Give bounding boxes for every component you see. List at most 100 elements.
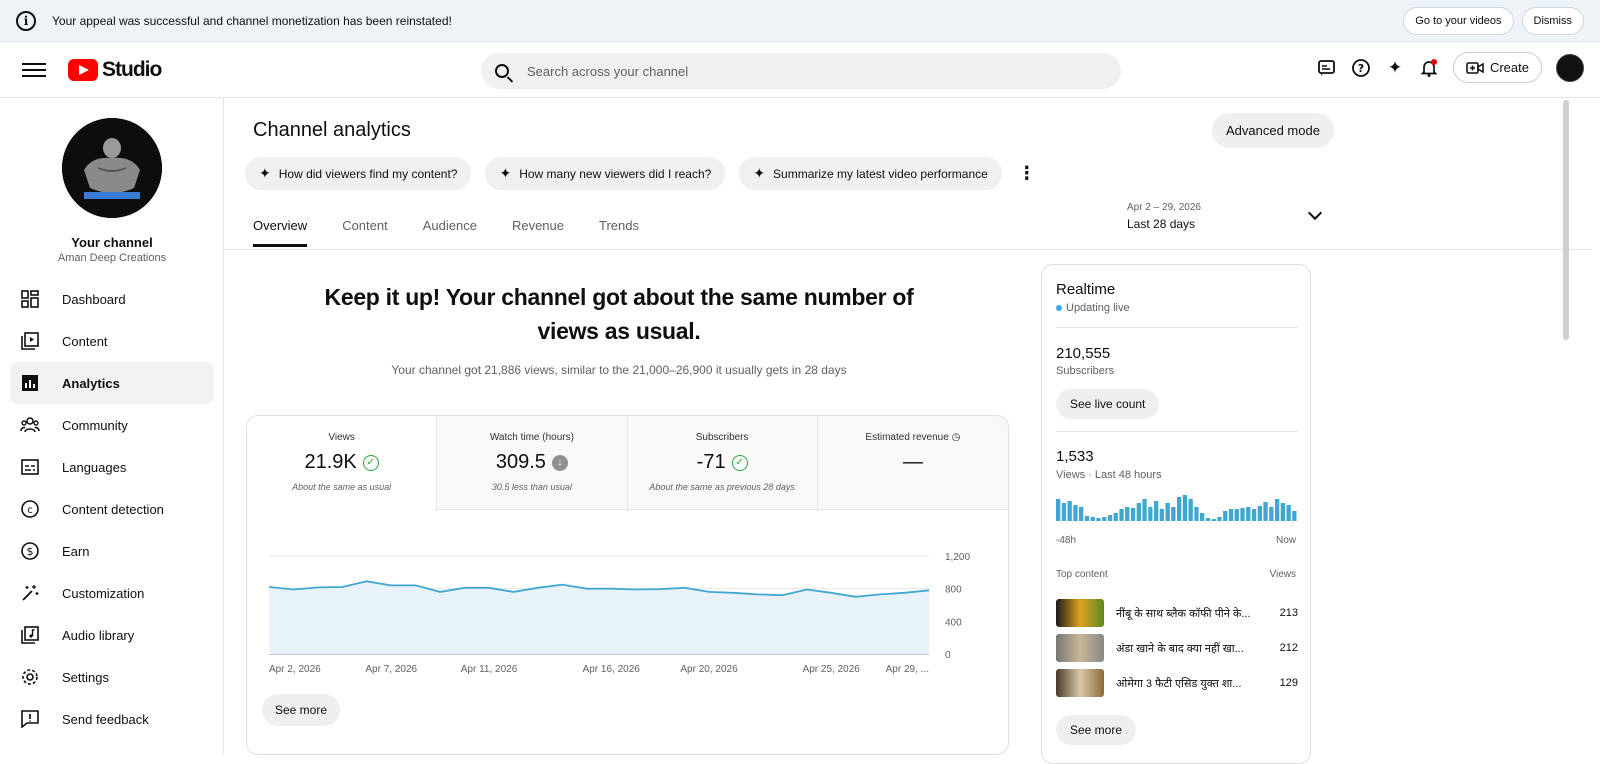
sidebar-item-earn[interactable]: $ Earn [10, 530, 214, 572]
sidebar-item-label: Send feedback [62, 711, 149, 727]
go-to-videos-button[interactable]: Go to your videos [1403, 6, 1514, 35]
realtime-bar [1223, 511, 1228, 521]
realtime-bar [1136, 503, 1141, 521]
channel-avatar[interactable] [62, 118, 162, 218]
help-icon[interactable]: ? [1347, 54, 1375, 82]
see-live-count-button[interactable]: See live count [1056, 389, 1160, 419]
metric-label: Watch time (hours) [489, 432, 574, 443]
tab-trends[interactable]: Trends [599, 218, 639, 233]
metric-label: Estimated revenue ◷ [865, 432, 961, 443]
sidebar: Your channel Aman Deep Creations Dashboa… [0, 98, 224, 755]
create-button[interactable]: Create [1452, 52, 1542, 83]
top-content-row[interactable]: ओमेगा 3 फैटी एसिड युक्त शा... 129 [1056, 668, 1298, 698]
sidebar-item-dashboard[interactable]: Dashboard [10, 278, 214, 320]
sidebar-item-audio-library[interactable]: Audio library [10, 614, 214, 656]
sidebar-item-label: Customization [62, 585, 145, 601]
realtime-bar [1292, 511, 1297, 521]
sidebar-item-label: Languages [62, 459, 127, 475]
sidebar-item-analytics[interactable]: Analytics [10, 362, 214, 404]
top-content-see-more-button[interactable]: See more [1056, 715, 1137, 745]
realtime-bar [1205, 518, 1211, 521]
realtime-bar [1234, 509, 1239, 521]
realtime-bar [1073, 505, 1078, 521]
sidebar-item-label: Dashboard [62, 291, 126, 307]
sidebar-item-customization[interactable]: Customization [10, 572, 214, 614]
sidebar-item-settings[interactable]: Settings [10, 656, 214, 698]
tab-content[interactable]: Content [342, 218, 388, 233]
youtube-play-icon [68, 58, 98, 81]
advanced-mode-button[interactable]: Advanced mode [1212, 113, 1334, 148]
more-options-icon[interactable]: ⋮ [1017, 163, 1036, 183]
video-title: नींबू के साथ ब्लैक कॉफी पीने के... [1116, 607, 1251, 620]
tab-revenue[interactable]: Revenue [511, 218, 564, 233]
sidebar-item-label: Analytics [62, 375, 120, 391]
sidebar-item-content[interactable]: Content [10, 320, 214, 362]
sidebar-item-languages[interactable]: Languages [10, 446, 214, 488]
chip-viewers-find[interactable]: ✦ How did viewers find my content? [245, 157, 472, 190]
arrow-down-circle-icon: ↓ [551, 454, 568, 471]
date-picker[interactable]: Apr 2 – 29, 2026 Last 28 days [1127, 202, 1201, 231]
metric-value: -71 [696, 451, 726, 473]
studio-logo-text: Studio [102, 57, 162, 81]
realtime-card: Realtime Updating live 210,555 Subscribe… [1041, 264, 1311, 764]
realtime-views-label: Views · Last 48 hours [1056, 469, 1162, 481]
realtime-bar [1246, 507, 1251, 521]
chevron-down-icon[interactable] [1307, 205, 1323, 221]
notification-banner: i Your appeal was successful and channel… [0, 0, 1600, 42]
divider [1056, 431, 1298, 432]
top-content-row[interactable]: नींबू के साथ ब्लैक कॉफी पीने के... 213 [1056, 598, 1298, 628]
video-thumbnail [1056, 634, 1104, 662]
sparkle-icon: ✦ [753, 165, 766, 181]
metric-revenue[interactable]: Estimated revenue ◷ — [817, 416, 1008, 510]
realtime-bar [1096, 518, 1101, 521]
realtime-bar [1079, 507, 1084, 521]
realtime-bar [1119, 509, 1124, 521]
chip-summarize[interactable]: ✦ Summarize my latest video performance [739, 157, 1002, 190]
realtime-bar [1154, 501, 1159, 521]
scrollbar[interactable] [1563, 100, 1569, 340]
studio-logo[interactable]: Studio [68, 57, 162, 82]
create-label: Create [1489, 60, 1529, 75]
menu-icon[interactable] [22, 59, 46, 81]
feedback-icon [20, 709, 40, 729]
date-range: Apr 2 – 29, 2026 [1127, 202, 1201, 213]
search-bar[interactable]: Search across your channel [481, 53, 1121, 89]
settings-icon [20, 667, 40, 687]
svg-text:c: c [27, 505, 33, 516]
metric-note: 30.5 less than usual [491, 482, 572, 492]
metrics-card: Views 21.9K ✓ About the same as usual Wat… [246, 415, 1009, 755]
tab-audience[interactable]: Audience [422, 218, 477, 233]
tab-overview[interactable]: Overview [253, 218, 308, 247]
see-more-button[interactable]: See more [262, 694, 341, 726]
suggestion-chips: ✦ How did viewers find my content? ✦ How m… [245, 157, 1036, 190]
sidebar-item-send-feedback[interactable]: Send feedback [10, 698, 214, 740]
notifications-icon[interactable] [1415, 54, 1443, 82]
realtime-bar [1113, 513, 1118, 521]
metric-watch-time[interactable]: Watch time (hours) 309.5 ↓ 30.5 less than… [437, 416, 628, 510]
realtime-views: 1,533 [1056, 448, 1094, 465]
axis-start-label: -48h [1056, 535, 1077, 546]
metric-subscribers[interactable]: Subscribers -71 ✓ About the same as previ… [627, 416, 818, 510]
content-icon [20, 331, 40, 351]
sidebar-item-community[interactable]: Community [10, 404, 214, 446]
realtime-bar [1061, 503, 1067, 521]
realtime-bar [1084, 516, 1090, 521]
sidebar-item-content-detection[interactable]: c Content detection [10, 488, 214, 530]
search-icon [495, 64, 509, 78]
sparkle-icon[interactable]: ✦ [1387, 57, 1403, 77]
realtime-bar [1102, 517, 1107, 521]
svg-text:$: $ [27, 545, 34, 558]
y-tick-label: 1,200 [945, 552, 970, 563]
sparkle-icon: ✦ [259, 165, 271, 181]
account-avatar[interactable] [1556, 53, 1584, 82]
dismiss-button[interactable]: Dismiss [1521, 6, 1584, 35]
realtime-bar [1125, 507, 1130, 521]
metric-views[interactable]: Views 21.9K ✓ About the same as usual [247, 416, 438, 510]
x-tick-label: Apr 29, ... [886, 664, 929, 675]
x-tick-label: Apr 7, 2026 [365, 664, 417, 675]
subtitles-icon[interactable] [1313, 54, 1341, 82]
search-input[interactable]: Search across your channel [527, 63, 689, 79]
chip-label: How many new viewers did I reach? [519, 166, 712, 181]
top-content-row[interactable]: अंडा खाने के बाद क्या नहीं खा... 212 [1056, 633, 1298, 663]
chip-new-viewers[interactable]: ✦ How many new viewers did I reach? [485, 157, 726, 190]
